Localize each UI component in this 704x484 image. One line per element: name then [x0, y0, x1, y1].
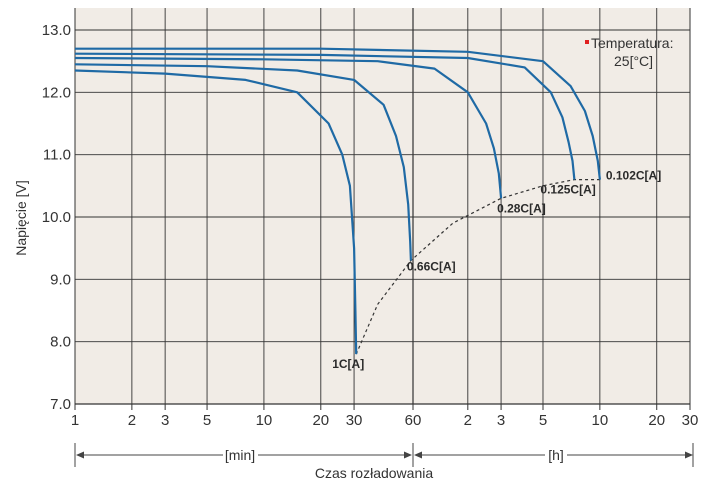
x-tick-label: 60 [405, 412, 422, 429]
series-line [74, 56, 503, 199]
y-tick-label: 10.0 [42, 209, 71, 226]
y-tick-labels: 7.0 8.0 9.0 10.0 11.0 12.0 13.0 [42, 22, 71, 413]
x-tick-label: 30 [682, 412, 699, 429]
x-tick-label: 5 [203, 412, 211, 429]
x-tick-label: 5 [539, 412, 547, 429]
min-unit-label: [min] [225, 447, 255, 463]
x-tick-label: 3 [497, 412, 505, 429]
y-tick-label: 7.0 [50, 396, 71, 413]
series-line [74, 63, 412, 261]
series-line [74, 69, 358, 355]
x-tick-label: 20 [312, 412, 329, 429]
series-label: 0.102C[A] [606, 169, 661, 183]
series-label: 0.28C[A] [497, 201, 546, 215]
series-label: 0.66C[A] [407, 260, 456, 274]
h-label-bg [545, 446, 567, 464]
y-tick-label: 12.0 [42, 84, 71, 101]
x-tick-label: 20 [648, 412, 665, 429]
time-unit-arrows [74, 443, 694, 467]
x-tick-label: 1 [71, 412, 79, 429]
plot-background [75, 8, 690, 404]
x-tick-label: 10 [592, 412, 609, 429]
min-label-bg [223, 446, 258, 464]
min-arrow-left [76, 451, 84, 459]
h-arrow-right [685, 451, 693, 459]
y-axis-title: Napięcie [V] [13, 180, 29, 255]
x-tick-labels: 1 2 3 5 10 20 30 60 2 3 5 10 20 30 [71, 412, 699, 429]
y-tick-label: 11.0 [43, 147, 71, 164]
legend-note: Temperatura: [591, 35, 673, 51]
x-tick-label: 2 [128, 412, 136, 429]
y-tick-label: 13.0 [42, 22, 71, 39]
legend-marker [585, 40, 589, 44]
y-tick-label: 9.0 [50, 271, 71, 288]
end-curve-line [355, 179, 600, 355]
series-line [74, 52, 576, 180]
x-tick-label: 2 [464, 412, 472, 429]
y-tick-label: 8.0 [50, 334, 71, 351]
series-line [75, 47, 601, 180]
x-axis-title: Czas rozładowania [315, 465, 433, 481]
end-voltage-curve [355, 179, 600, 355]
series-label: 0.125C[A] [540, 183, 595, 197]
x-tick-label: 30 [346, 412, 363, 429]
x-tick-label: 10 [256, 412, 273, 429]
series-labels: 1C[A] 0.66C[A] 0.28C[A] 0.125C[A] 0.102C[A] [332, 169, 661, 372]
min-arrow-right [404, 451, 412, 459]
x-tick-label: 3 [161, 412, 169, 429]
h-unit-label: [h] [548, 447, 564, 463]
h-arrow-left [414, 451, 422, 459]
series-label: 1C[A] [332, 357, 364, 371]
series-group [74, 47, 601, 355]
legend-value: 25[°C] [614, 53, 653, 69]
